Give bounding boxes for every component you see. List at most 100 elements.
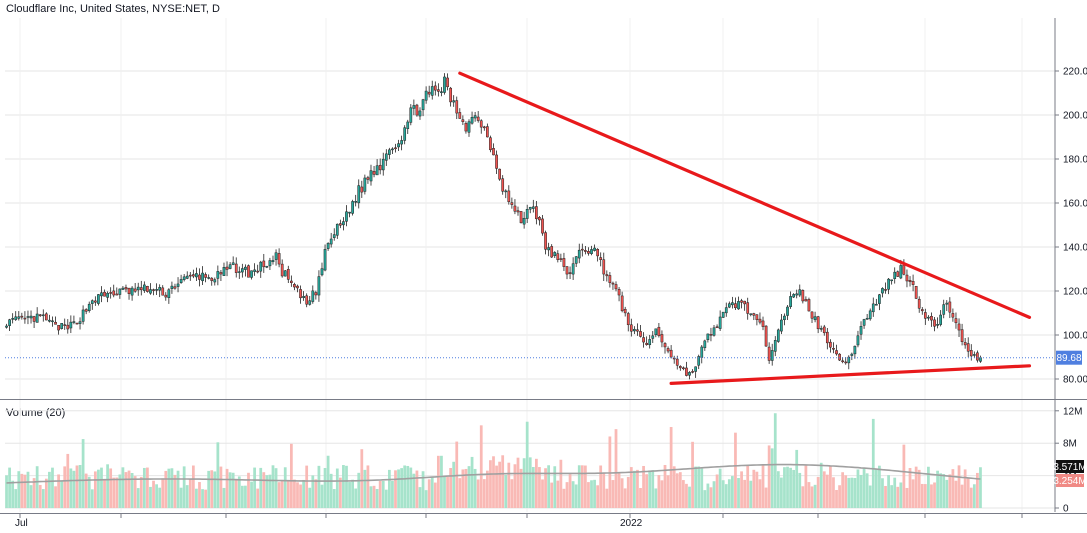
candle bbox=[274, 249, 278, 266]
volume-bar bbox=[764, 487, 768, 508]
volume-bar bbox=[103, 479, 106, 508]
candle-body bbox=[409, 107, 413, 123]
candle bbox=[939, 310, 943, 327]
candle-body bbox=[247, 265, 250, 278]
volume-bar bbox=[881, 478, 884, 508]
volume-bar bbox=[773, 413, 777, 508]
volume-bar bbox=[354, 488, 358, 508]
candle bbox=[388, 147, 391, 160]
candle-body bbox=[170, 285, 174, 290]
candle-body bbox=[277, 253, 281, 265]
candle bbox=[170, 281, 174, 294]
candle-body bbox=[286, 269, 290, 280]
volume-bar bbox=[146, 467, 149, 508]
candle-body bbox=[449, 87, 452, 103]
candle-body bbox=[528, 206, 532, 210]
candle-body bbox=[740, 300, 743, 303]
candle-body bbox=[90, 300, 94, 304]
volume-bar bbox=[311, 475, 315, 508]
volume-bar bbox=[516, 457, 520, 508]
candle-body bbox=[559, 258, 563, 260]
candle bbox=[792, 293, 795, 298]
candle-body bbox=[789, 296, 792, 307]
candle bbox=[556, 250, 560, 263]
volume-bar bbox=[709, 487, 713, 508]
candle bbox=[868, 308, 872, 321]
candle-body bbox=[455, 100, 459, 114]
candle-body bbox=[611, 282, 615, 285]
volume-bar bbox=[948, 474, 952, 508]
candle-body bbox=[538, 217, 541, 221]
candle-body bbox=[856, 335, 860, 346]
candle bbox=[697, 354, 701, 370]
candle bbox=[486, 123, 489, 138]
volume-bar bbox=[783, 467, 786, 508]
candle bbox=[810, 311, 814, 323]
volume-bar bbox=[804, 465, 808, 508]
volume-bar bbox=[669, 427, 673, 508]
candle-body bbox=[596, 248, 599, 257]
volume-bar bbox=[44, 478, 48, 508]
volume-bar bbox=[623, 488, 627, 508]
candle bbox=[335, 223, 339, 239]
candle bbox=[565, 266, 569, 280]
volume-bar bbox=[391, 480, 394, 508]
volume-bar bbox=[381, 480, 385, 508]
candle bbox=[250, 270, 253, 280]
volume-bar bbox=[908, 467, 912, 508]
volume-bar bbox=[210, 470, 214, 508]
candle-body bbox=[816, 316, 820, 330]
candle-body bbox=[253, 269, 256, 272]
candle bbox=[201, 266, 204, 286]
candle bbox=[874, 298, 878, 306]
candle bbox=[605, 270, 609, 282]
candle bbox=[905, 269, 909, 288]
candle bbox=[507, 185, 511, 205]
volume-bar bbox=[559, 459, 563, 508]
candle bbox=[850, 352, 854, 361]
candle bbox=[767, 342, 771, 364]
volume-bar bbox=[874, 468, 878, 508]
candle bbox=[443, 73, 446, 95]
volume-bar bbox=[801, 486, 805, 508]
volume-bar bbox=[519, 468, 523, 508]
candle bbox=[372, 166, 376, 178]
candle bbox=[917, 296, 921, 313]
volume-bar bbox=[176, 470, 180, 508]
candle bbox=[752, 312, 756, 321]
volume-bar bbox=[348, 482, 351, 508]
candle-body bbox=[35, 313, 39, 323]
volume-bar bbox=[443, 475, 446, 508]
candle bbox=[660, 330, 664, 348]
volume-bar bbox=[406, 465, 410, 508]
volume-bar bbox=[942, 474, 946, 508]
volume-tick-label: 0 bbox=[1063, 504, 1069, 515]
candle bbox=[525, 204, 529, 224]
candle-body bbox=[675, 358, 679, 366]
candle-body bbox=[244, 266, 247, 270]
volume-bar bbox=[835, 489, 838, 508]
candle-body bbox=[179, 279, 183, 283]
volume-bar bbox=[400, 468, 403, 508]
volume-bar bbox=[939, 473, 943, 508]
trendline-lower-support bbox=[669, 364, 1032, 385]
candle bbox=[731, 296, 734, 309]
candle-body bbox=[20, 315, 24, 318]
volume-bar bbox=[596, 485, 600, 508]
candle-body bbox=[764, 325, 768, 347]
volume-bar bbox=[510, 479, 514, 508]
candle-body bbox=[467, 121, 471, 133]
volume-bar bbox=[305, 465, 309, 508]
candle bbox=[381, 152, 385, 176]
candle bbox=[342, 217, 345, 231]
candle-body bbox=[38, 314, 42, 316]
candle bbox=[81, 305, 85, 325]
volume-bar bbox=[878, 465, 881, 508]
volume-bar bbox=[531, 467, 535, 508]
candle bbox=[400, 135, 403, 151]
volume-bar bbox=[495, 465, 498, 508]
candle-body bbox=[737, 301, 740, 310]
candle-body bbox=[746, 302, 750, 314]
volume-bar bbox=[342, 465, 345, 508]
